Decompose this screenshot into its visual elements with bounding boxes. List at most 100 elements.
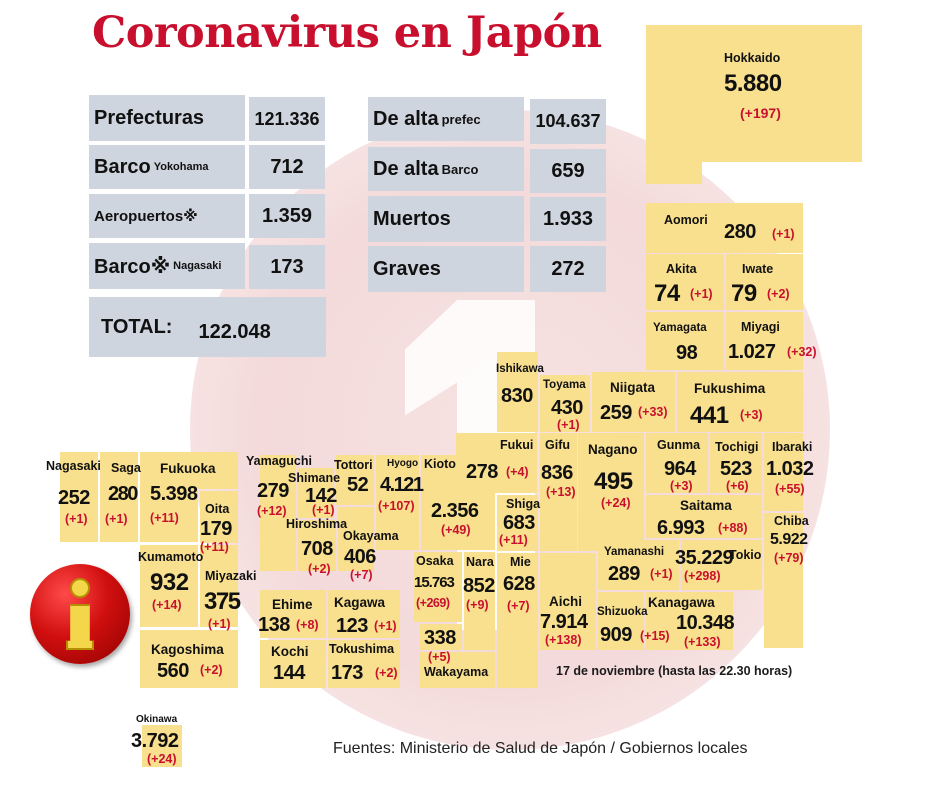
date-note: 17 de noviembre (hasta las 22.30 horas) bbox=[556, 664, 793, 678]
prefecture-value: 6.993 bbox=[657, 517, 705, 539]
prefecture-value: 1.027 bbox=[728, 341, 776, 363]
prefecture-name: Nagano bbox=[588, 442, 638, 457]
prefecture-increment: (+11) bbox=[200, 540, 229, 554]
prefecture-block bbox=[497, 553, 538, 688]
prefecture-block bbox=[376, 455, 419, 550]
prefecture-increment: (+14) bbox=[152, 598, 182, 612]
prefecture-increment: (+6) bbox=[726, 479, 749, 493]
prefecture-block bbox=[646, 433, 708, 493]
stat-label: De alta Barco bbox=[368, 147, 524, 191]
prefecture-increment: (+2) bbox=[200, 663, 223, 677]
prefecture-block bbox=[764, 433, 803, 511]
prefecture-value: 280 bbox=[108, 483, 138, 505]
prefecture-block bbox=[336, 455, 374, 505]
prefecture-block bbox=[200, 491, 238, 543]
prefecture-increment: (+3) bbox=[740, 408, 763, 422]
prefecture-block bbox=[420, 624, 462, 650]
prefecture-increment: (+7) bbox=[507, 599, 530, 613]
prefecture-name: Mie bbox=[510, 555, 531, 569]
prefecture-value: 708 bbox=[301, 538, 333, 560]
prefecture-value: 932 bbox=[150, 569, 189, 596]
info-icon bbox=[30, 564, 130, 664]
prefecture-name: Miyagi bbox=[741, 320, 780, 334]
prefecture-block bbox=[726, 254, 803, 310]
sources-note: Fuentes: Ministerio de Salud de Japón / … bbox=[333, 740, 748, 757]
prefecture-block bbox=[646, 160, 702, 184]
total-box: TOTAL: 122.048 bbox=[89, 297, 326, 357]
prefecture-name: Kagawa bbox=[334, 595, 386, 610]
prefecture-value: 138 bbox=[258, 614, 290, 636]
prefecture-increment: (+7) bbox=[350, 568, 373, 582]
prefecture-increment: (+24) bbox=[147, 752, 177, 766]
prefecture-block bbox=[646, 312, 724, 370]
prefecture-value: 123 bbox=[336, 615, 368, 637]
prefecture-increment: (+1) bbox=[690, 287, 713, 301]
prefecture-name: Okinawa bbox=[136, 714, 178, 725]
prefecture-increment: (+1) bbox=[557, 418, 580, 432]
prefecture-name: Oita bbox=[205, 502, 230, 516]
prefecture-name: Gifu bbox=[545, 438, 570, 452]
prefecture-block bbox=[260, 640, 326, 688]
prefecture-name: Ibaraki bbox=[772, 440, 813, 454]
prefecture-increment: (+12) bbox=[257, 504, 287, 518]
prefecture-block bbox=[598, 592, 644, 650]
prefecture-block bbox=[338, 507, 374, 571]
prefecture-block bbox=[100, 452, 138, 542]
prefecture-increment: (+13) bbox=[546, 485, 576, 499]
stat-value: 1.359 bbox=[249, 194, 325, 238]
prefecture-value: 259 bbox=[600, 402, 632, 424]
prefecture-name: Miyazaki bbox=[205, 569, 257, 583]
prefecture-block bbox=[681, 540, 762, 590]
prefecture-block bbox=[726, 312, 803, 370]
prefecture-increment: (+5) bbox=[428, 650, 451, 664]
prefecture-increment: (+1) bbox=[105, 512, 128, 526]
prefecture-value: 35.229 bbox=[675, 547, 734, 569]
prefecture-block bbox=[592, 372, 675, 432]
prefecture-increment: (+1) bbox=[208, 617, 231, 631]
prefecture-block bbox=[646, 495, 762, 538]
prefecture-block bbox=[140, 545, 198, 627]
prefecture-block bbox=[260, 455, 296, 571]
prefecture-value: 142 bbox=[305, 485, 337, 507]
stat-label: Barco Yokohama bbox=[89, 145, 245, 189]
stat-value: 1.933 bbox=[530, 197, 606, 241]
prefecture-name: Kioto bbox=[424, 457, 456, 471]
stat-label: Graves bbox=[368, 246, 524, 292]
prefecture-name: Chiba bbox=[774, 514, 809, 528]
info-icon-stem bbox=[66, 604, 94, 650]
prefecture-name: Shimane bbox=[288, 471, 341, 485]
stat-label: Prefecturas bbox=[89, 95, 245, 141]
prefecture-value: 441 bbox=[690, 402, 729, 429]
prefecture-name: Okayama bbox=[343, 529, 399, 543]
stat-label: Aeropuertos※ bbox=[89, 194, 245, 238]
prefecture-increment: (+11) bbox=[499, 533, 528, 547]
prefecture-increment: (+133) bbox=[684, 635, 721, 649]
prefecture-value: 406 bbox=[344, 546, 376, 568]
prefecture-name: Tokushima bbox=[329, 642, 395, 656]
prefecture-value: 5.880 bbox=[724, 70, 782, 97]
prefecture-block bbox=[646, 592, 733, 650]
stat-label: Barco※ Nagasaki bbox=[89, 243, 245, 289]
prefecture-increment: (+1) bbox=[65, 512, 88, 526]
prefecture-value: 2.356 bbox=[431, 500, 479, 522]
prefecture-name: Yamanashi bbox=[604, 546, 665, 558]
prefecture-name: Hyogo bbox=[387, 458, 419, 469]
prefecture-block bbox=[646, 203, 803, 253]
prefecture-increment: (+107) bbox=[378, 499, 415, 513]
stat-value: 104.637 bbox=[530, 99, 606, 144]
prefecture-value: 179 bbox=[200, 518, 232, 540]
prefecture-increment: (+8) bbox=[296, 618, 319, 632]
prefecture-value: 523 bbox=[720, 458, 752, 480]
prefecture-name: Tokio bbox=[729, 548, 762, 562]
prefecture-value: 964 bbox=[664, 458, 696, 480]
prefecture-increment: (+138) bbox=[545, 633, 582, 647]
prefecture-increment: (+197) bbox=[740, 105, 781, 121]
prefecture-name: Kanagawa bbox=[648, 595, 715, 610]
prefecture-block bbox=[328, 640, 400, 688]
stat-value: 173 bbox=[249, 245, 325, 289]
prefecture-increment: (+1) bbox=[650, 567, 673, 581]
prefecture-value: 3.792 bbox=[131, 730, 179, 752]
prefecture-value: 79 bbox=[731, 280, 757, 307]
prefecture-value: 430 bbox=[551, 397, 583, 419]
prefecture-block bbox=[140, 489, 198, 542]
